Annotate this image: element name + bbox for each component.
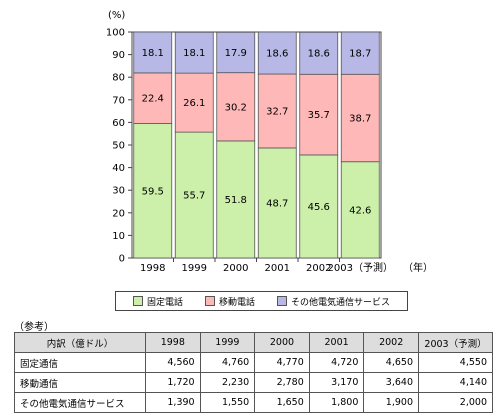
bar-segment bbox=[340, 73, 380, 163]
table-cell: 2,780 bbox=[254, 372, 310, 393]
reference-header-cell: 2001 bbox=[308, 332, 365, 353]
bar-segment bbox=[216, 31, 256, 74]
bar-segment bbox=[299, 73, 339, 156]
table-cell: 1,390 bbox=[145, 392, 201, 413]
y-axis-unit: (%) bbox=[108, 10, 125, 21]
bar-value-label: 18.6 bbox=[308, 49, 330, 60]
chart-legend: 固定電話 移動電話 その他電気通信サービス bbox=[115, 291, 408, 311]
table-cell: 4,650 bbox=[363, 352, 419, 373]
reference-header-cell: 内訳（億ドル） bbox=[14, 332, 146, 353]
legend-swatch-fixed bbox=[132, 296, 143, 306]
bar-value-label: 42.6 bbox=[349, 205, 371, 216]
table-row-label: 移動通信 bbox=[14, 372, 146, 393]
x-axis-unit: （年） bbox=[403, 261, 433, 274]
table-cell: 2,000 bbox=[418, 392, 493, 413]
legend-label-other: その他電気通信サービス bbox=[290, 297, 390, 308]
y-tick-label: 70 bbox=[112, 95, 125, 106]
y-tick-label: 20 bbox=[112, 208, 125, 219]
reference-header-cell: 2000 bbox=[254, 332, 310, 353]
y-tick-label: 10 bbox=[112, 231, 125, 242]
bar-segment bbox=[216, 72, 256, 142]
bar-value-label: 17.9 bbox=[225, 48, 247, 59]
legend-label-mobile: 移動電話 bbox=[218, 297, 255, 308]
bar-segment bbox=[133, 123, 173, 259]
x-tick-label: 2003（予測） bbox=[328, 261, 393, 274]
reference-header-row: 内訳（億ドル） 1998 1999 2000 2001 2002 2003（予測… bbox=[14, 332, 493, 353]
bar-value-label: 38.7 bbox=[349, 113, 371, 124]
table-cell: 4,770 bbox=[254, 352, 310, 373]
reference-table: 内訳（億ドル） 1998 1999 2000 2001 2002 2003（予測… bbox=[14, 332, 493, 413]
table-cell: 4,720 bbox=[308, 352, 365, 373]
reference-label: （参考） bbox=[14, 322, 54, 333]
table-row-label: 固定通信 bbox=[14, 352, 146, 373]
legend-item-other: その他電気通信サービス bbox=[276, 295, 390, 308]
y-tick-label: 80 bbox=[112, 73, 125, 84]
reference-header-cell: 2003（予測） bbox=[418, 332, 493, 353]
bar-value-label: 18.1 bbox=[183, 48, 205, 59]
table-cell: 3,640 bbox=[363, 372, 419, 393]
y-tick-label: 40 bbox=[112, 163, 125, 174]
bar-value-label: 51.8 bbox=[225, 195, 247, 206]
bar-segment bbox=[340, 31, 380, 75]
bar-segment bbox=[340, 161, 380, 259]
table-cell: 1,650 bbox=[254, 392, 310, 413]
y-tick-label: 0 bbox=[119, 254, 125, 265]
reference-header-cell: 1999 bbox=[199, 332, 256, 353]
bar-value-label: 18.7 bbox=[349, 49, 371, 60]
legend-swatch-other bbox=[276, 296, 287, 306]
bar-value-label: 55.7 bbox=[183, 191, 205, 202]
y-tick-label: 30 bbox=[112, 186, 125, 197]
bar-value-label: 22.4 bbox=[142, 94, 164, 105]
table-cell: 1,720 bbox=[145, 372, 201, 393]
bar-segment bbox=[174, 131, 214, 259]
table-cell: 4,140 bbox=[418, 372, 493, 393]
bar-value-label: 26.1 bbox=[183, 98, 205, 109]
bar-segment bbox=[174, 31, 214, 74]
reference-header-cell: 2002 bbox=[363, 332, 419, 353]
table-row: 固定通信 4,560 4,760 4,770 4,720 4,650 4,550 bbox=[14, 352, 493, 373]
y-tick-label: 60 bbox=[112, 118, 125, 129]
x-tick-label: 2000 bbox=[223, 263, 248, 274]
y-tick-label: 100 bbox=[106, 28, 125, 39]
table-cell: 4,550 bbox=[418, 352, 493, 373]
bar-value-label: 35.7 bbox=[308, 110, 330, 121]
x-tick-label: 1998 bbox=[140, 263, 165, 274]
reference-header-cell: 1998 bbox=[145, 332, 201, 353]
table-cell: 4,560 bbox=[145, 352, 201, 373]
table-cell: 1,900 bbox=[363, 392, 419, 413]
bar-segment bbox=[216, 140, 256, 259]
bar-value-label: 30.2 bbox=[225, 102, 247, 113]
legend-swatch-mobile bbox=[204, 296, 215, 306]
y-tick-label: 50 bbox=[112, 141, 125, 152]
table-row: 移動通信 1,720 2,230 2,780 3,170 3,640 4,140 bbox=[14, 372, 493, 393]
table-cell: 1,550 bbox=[199, 392, 256, 413]
bar-segment bbox=[257, 31, 297, 75]
bar-segment bbox=[299, 31, 339, 75]
table-row-label: その他電気通信サービス bbox=[14, 392, 146, 413]
x-tick-label: 1999 bbox=[182, 263, 207, 274]
bar-value-label: 59.5 bbox=[142, 186, 164, 197]
bar-value-label: 32.7 bbox=[266, 106, 288, 117]
stacked-bar-chart: 0 10 20 30 40 50 60 70 80 90 100 (%) 59.5 22.4 18.1 199… bbox=[106, 10, 433, 274]
table-cell: 4,760 bbox=[199, 352, 256, 373]
legend-item-mobile: 移動電話 bbox=[204, 295, 255, 308]
bar-value-label: 45.6 bbox=[308, 202, 330, 213]
bar-value-label: 18.1 bbox=[142, 48, 164, 59]
y-tick-label: 90 bbox=[112, 50, 125, 61]
legend-label-fixed: 固定電話 bbox=[146, 297, 183, 308]
table-cell: 1,800 bbox=[308, 392, 365, 413]
table-cell: 2,230 bbox=[199, 372, 256, 393]
bar-segment bbox=[133, 72, 173, 124]
bar-segment bbox=[299, 154, 339, 259]
bar-value-label: 18.6 bbox=[266, 49, 288, 60]
bar-segment bbox=[174, 72, 214, 133]
bar-segment bbox=[257, 73, 297, 149]
bar-segment bbox=[133, 31, 173, 74]
table-cell: 3,170 bbox=[308, 372, 365, 393]
x-tick-label: 2002 bbox=[306, 263, 331, 274]
bar-value-label: 48.7 bbox=[266, 198, 288, 209]
legend-item-fixed: 固定電話 bbox=[132, 295, 183, 308]
x-tick-label: 2001 bbox=[265, 263, 290, 274]
table-row: その他電気通信サービス 1,390 1,550 1,650 1,800 1,90… bbox=[14, 392, 493, 413]
